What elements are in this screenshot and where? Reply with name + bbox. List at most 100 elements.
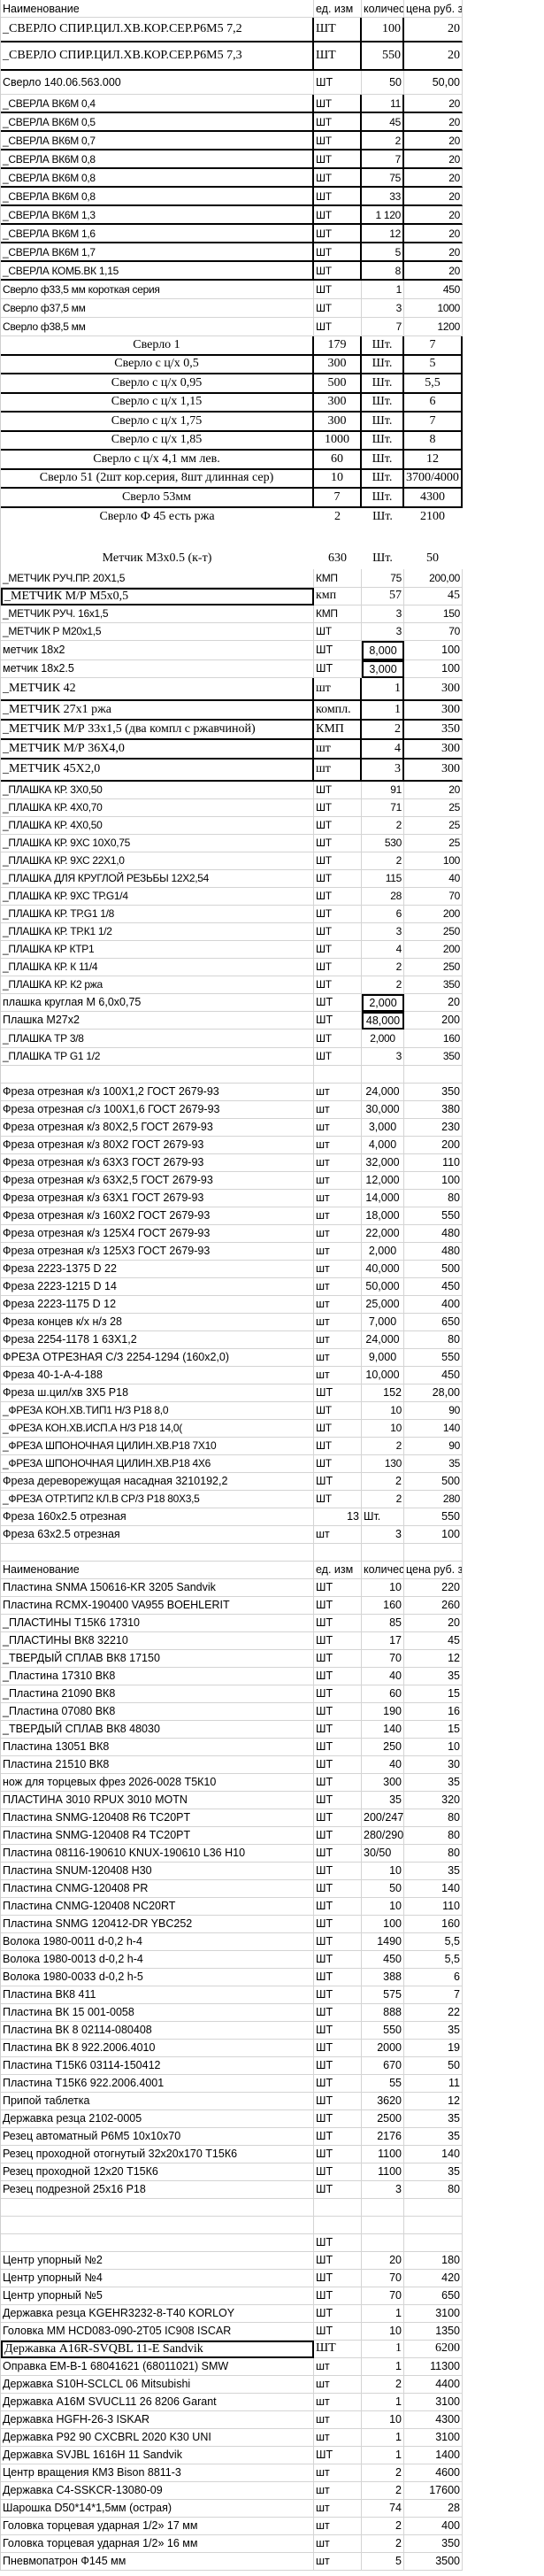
quantity-cell[interactable]: 2 xyxy=(362,2464,404,2482)
quantity-cell[interactable]: 115 xyxy=(362,869,404,888)
price-cell[interactable]: 350 xyxy=(404,976,463,994)
quantity-cell[interactable]: 2500 xyxy=(362,2109,404,2128)
unit-cell[interactable]: ШТ xyxy=(314,2127,362,2146)
quantity-cell[interactable]: 50 xyxy=(362,1879,404,1898)
unit-cell[interactable]: ШТ xyxy=(314,2021,362,2040)
quantity-cell[interactable]: 190 xyxy=(362,1702,404,1721)
item-name-cell[interactable]: _МЕТЧИК М/Р М5х0,5 xyxy=(1,587,314,605)
price-cell[interactable]: 20 xyxy=(404,993,463,1012)
price-cell[interactable]: 10 xyxy=(404,1738,463,1756)
unit-cell[interactable]: 179 xyxy=(314,336,362,356)
unit-cell[interactable]: ШТ xyxy=(314,2340,362,2358)
quantity-cell[interactable] xyxy=(362,1065,404,1084)
price-cell[interactable]: цена руб. за xyxy=(404,0,463,18)
quantity-cell[interactable]: 550 xyxy=(362,2021,404,2040)
item-name-cell[interactable]: Резец проходной отогнутый 32х20х170 Т15К… xyxy=(1,2145,314,2163)
price-cell[interactable] xyxy=(404,528,463,550)
price-cell[interactable]: 4600 xyxy=(404,2464,463,2482)
unit-cell[interactable]: ШТ xyxy=(314,2163,362,2181)
unit-cell[interactable]: 60 xyxy=(314,451,362,470)
quantity-cell[interactable]: 4,000 xyxy=(362,1136,404,1154)
unit-cell[interactable]: ШТ xyxy=(314,1614,362,1632)
unit-cell[interactable]: 500 xyxy=(314,374,362,394)
price-cell[interactable]: 300 xyxy=(404,700,463,721)
unit-cell[interactable]: шт xyxy=(314,2375,362,2394)
price-cell[interactable]: 110 xyxy=(404,1153,463,1172)
price-cell[interactable]: 80 xyxy=(404,1189,463,1207)
quantity-cell[interactable]: Шт. xyxy=(362,431,404,451)
item-name-cell[interactable]: Метчик М3х0.5 (к-т) xyxy=(102,551,212,565)
unit-cell[interactable]: ШТ xyxy=(314,887,362,906)
unit-cell[interactable]: КМП xyxy=(314,720,362,740)
item-name-cell[interactable]: Центр упорный №5 xyxy=(1,2287,314,2305)
unit-cell[interactable]: ШТ xyxy=(314,318,362,336)
unit-cell[interactable]: ШТ xyxy=(314,1685,362,1703)
quantity-cell[interactable]: 1 xyxy=(362,2340,404,2358)
quantity-cell[interactable]: 2000 xyxy=(362,2039,404,2057)
unit-cell[interactable]: шт xyxy=(314,2499,362,2518)
unit-cell[interactable]: ШТ xyxy=(314,1029,362,1048)
item-name-cell[interactable]: Сверло 51 (2шт кор.серия, 8шт длинная се… xyxy=(1,469,314,489)
quantity-cell[interactable]: 1490 xyxy=(362,1932,404,1951)
unit-cell[interactable]: 300 xyxy=(314,393,362,413)
item-name-cell[interactable]: Державка A16M SVUCL11 26 8206 Garant xyxy=(1,2393,314,2411)
price-cell[interactable]: 70 xyxy=(404,887,463,906)
price-cell[interactable]: 35 xyxy=(404,2163,463,2181)
price-cell[interactable]: 280 xyxy=(404,1490,463,1508)
item-name-cell[interactable]: Державка P92 90 CXCBRL 2020 K30 UNI xyxy=(1,2428,314,2447)
item-name-cell[interactable]: _МЕТЧИК 42 xyxy=(1,677,314,701)
price-cell[interactable]: 140 xyxy=(404,1879,463,1898)
unit-cell[interactable]: ШТ xyxy=(314,2145,362,2163)
quantity-cell[interactable]: 33 xyxy=(362,188,404,206)
unit-cell[interactable]: ШТ xyxy=(314,1596,362,1615)
unit-cell[interactable]: ШТ xyxy=(314,1950,362,1969)
quantity-cell[interactable]: 1 xyxy=(362,2393,404,2411)
price-cell[interactable]: 1000 xyxy=(404,299,463,318)
quantity-cell[interactable]: 7 xyxy=(362,318,404,336)
unit-cell[interactable]: 300 xyxy=(314,413,362,432)
price-cell[interactable]: 200 xyxy=(404,1011,463,1030)
unit-cell[interactable]: ШТ xyxy=(314,1897,362,1916)
item-name-cell[interactable]: Фреза ш.цил/хв 3Х5 Р18 xyxy=(1,1384,314,1402)
unit-cell[interactable]: ШТ xyxy=(314,1755,362,1774)
price-cell[interactable]: 35 xyxy=(404,1454,463,1473)
price-cell[interactable]: 35 xyxy=(404,2021,463,2040)
unit-cell[interactable]: шт xyxy=(314,2357,362,2376)
quantity-cell[interactable]: 22,000 xyxy=(362,1224,404,1243)
item-name-cell[interactable]: ПЛАСТИНА 3010 RPUX 3010 MOTN xyxy=(1,1791,314,1809)
unit-cell[interactable]: шт xyxy=(314,1242,362,1261)
unit-cell[interactable]: ШТ xyxy=(314,852,362,870)
item-name-cell[interactable]: Плашка М27х2 xyxy=(1,1011,314,1030)
price-cell[interactable]: 4400 xyxy=(404,2375,463,2394)
unit-cell[interactable] xyxy=(314,1065,362,1084)
quantity-cell[interactable]: 3620 xyxy=(362,2092,404,2110)
item-name-cell[interactable]: Фреза отрезная к/з 160Х2 ГОСТ 2679-93 xyxy=(1,1207,314,1225)
item-name-cell[interactable]: _СВЕРЛА КОМБ.ВК 1,15 xyxy=(1,262,314,281)
quantity-cell[interactable]: 70 xyxy=(362,1649,404,1668)
unit-cell[interactable]: ШТ xyxy=(314,1844,362,1863)
quantity-cell[interactable]: 4 xyxy=(362,940,404,959)
price-cell[interactable]: 20 xyxy=(404,150,463,169)
price-cell[interactable]: 200 xyxy=(404,905,463,923)
quantity-cell[interactable]: Шт. xyxy=(362,1508,404,1526)
quantity-cell[interactable]: Шт. xyxy=(362,489,404,508)
quantity-cell[interactable]: 8 xyxy=(362,262,404,281)
price-cell[interactable]: 7 xyxy=(404,336,463,356)
item-name-cell[interactable]: Пластина Т15К6 03114-150412 xyxy=(1,2056,314,2075)
price-cell[interactable]: 150 xyxy=(404,605,463,623)
unit-cell[interactable]: ШТ xyxy=(314,1879,362,1898)
unit-cell[interactable]: 10 xyxy=(314,469,362,489)
item-name-cell[interactable]: _МЕТЧИК РУЧ.ПР. 20Х1,5 xyxy=(1,568,314,588)
price-cell[interactable]: 3100 xyxy=(404,2393,463,2411)
item-name-cell[interactable]: _ФРЕЗА ОТР.ТИП2 КЛ.В СР/З Р18 80Х3,5 xyxy=(1,1490,314,1508)
price-cell[interactable]: 320 xyxy=(404,1791,463,1809)
unit-cell[interactable]: шт xyxy=(314,1224,362,1243)
item-name-cell[interactable]: Центр упорный №2 xyxy=(1,2251,314,2270)
quantity-cell[interactable]: 1 120 xyxy=(362,206,404,225)
price-cell[interactable]: 50 xyxy=(404,2056,463,2075)
price-cell[interactable]: 20 xyxy=(404,18,463,42)
item-name-cell[interactable]: Волока 1980-0011 d-0,2 h-4 xyxy=(1,1932,314,1951)
item-name-cell[interactable]: _МЕТЧИК РУЧ. 16х1,5 xyxy=(1,605,314,623)
item-name-cell[interactable]: Шарошка D50*14*1,5мм (острая) xyxy=(1,2499,314,2518)
item-name-cell[interactable]: Сверло с ц/х 1,15 xyxy=(1,393,314,413)
